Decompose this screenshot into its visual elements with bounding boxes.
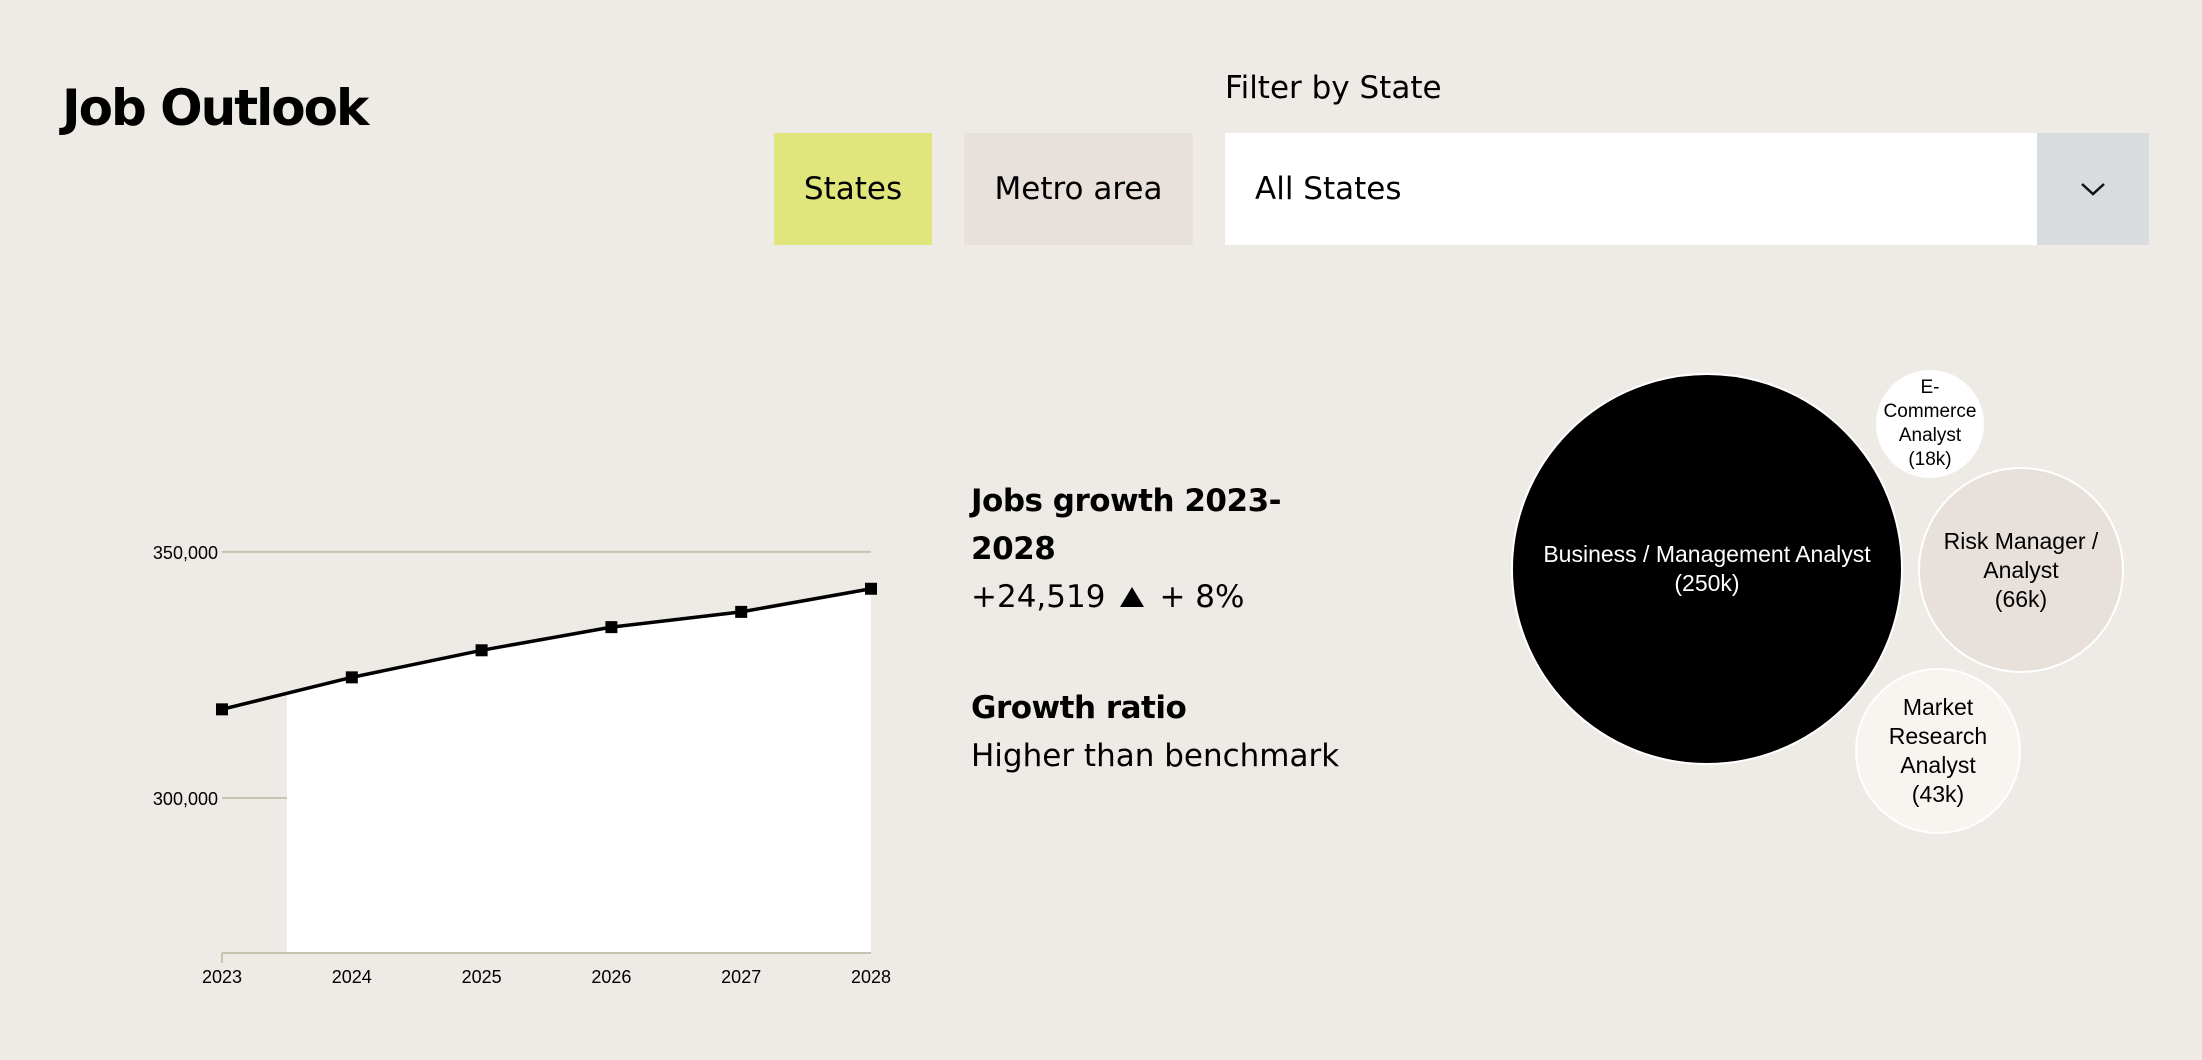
x-tick-label: 2026 — [591, 967, 631, 987]
x-tick-label: 2028 — [851, 967, 891, 987]
y-tick-label: 300,000 — [153, 789, 218, 809]
y-tick-label: 350,000 — [153, 543, 218, 563]
bubble-ecommerce-analyst[interactable]: E- Commerce Analyst (18k) — [1876, 370, 1984, 478]
area-fill — [287, 588, 871, 953]
jobs-growth-row: +24,519 + 8% — [971, 573, 1331, 621]
bubble-label: Market Research Analyst (43k) — [1888, 694, 1988, 807]
state-select[interactable]: All States — [1225, 133, 2149, 245]
x-tick-label: 2025 — [462, 967, 502, 987]
jobs-growth-heading: Jobs growth 2023-2028 — [971, 483, 1282, 567]
series-line — [221, 587, 872, 712]
page-title: Job Outlook — [62, 79, 369, 137]
metro-area-toggle-button[interactable]: Metro area — [964, 133, 1193, 245]
data-point — [475, 644, 488, 657]
bubble-label: Risk Manager / Analyst (66k) — [1943, 527, 2099, 612]
triangle-up-icon — [1120, 587, 1145, 607]
data-point — [735, 605, 748, 618]
data-point — [216, 703, 228, 716]
growth-ratio-block: Growth ratio Higher than benchmark — [971, 684, 1471, 780]
states-toggle-button[interactable]: States — [774, 133, 932, 245]
state-select-value: All States — [1255, 171, 1402, 207]
growth-ratio-value: Higher than benchmark — [971, 738, 1340, 774]
bubble-label: Business / Management Analyst (250k) — [1543, 541, 1871, 596]
x-tick-label: 2024 — [332, 967, 372, 987]
data-point — [345, 671, 358, 684]
jobs-growth-value: +24,519 — [971, 579, 1106, 615]
filter-label: Filter by State — [1225, 70, 1442, 106]
jobs-line-chart: 300,000 350,000 2023 2024 2025 2026 2027 2028 — [153, 543, 891, 987]
bubble-business-management-analyst[interactable]: Business / Management Analyst (250k) — [1511, 373, 1903, 765]
x-tick-label: 2027 — [721, 967, 761, 987]
bubble-risk-manager-analyst[interactable]: Risk Manager / Analyst (66k) — [1918, 467, 2124, 673]
chevron-down-icon — [2081, 183, 2105, 196]
bubble-market-research-analyst[interactable]: Market Research Analyst (43k) — [1855, 668, 2021, 834]
data-point — [605, 621, 618, 634]
growth-ratio-heading: Growth ratio — [971, 690, 1187, 726]
x-tick-label: 2023 — [202, 967, 242, 987]
select-arrow-button[interactable] — [2037, 133, 2149, 245]
data-point — [865, 582, 877, 595]
jobs-growth-percent: + 8% — [1159, 579, 1245, 615]
bubble-label: E- Commerce Analyst (18k) — [1883, 377, 1977, 470]
jobs-growth-block: Jobs growth 2023-2028 +24,519 + 8% — [971, 477, 1331, 621]
